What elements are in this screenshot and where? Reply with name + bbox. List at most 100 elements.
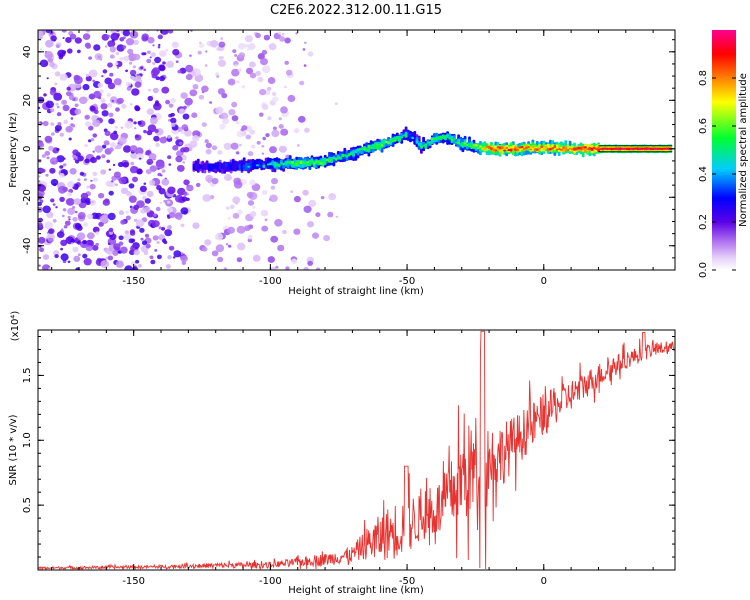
ridge-cell <box>586 148 589 151</box>
noise-speckle <box>152 87 159 94</box>
ridge-cell <box>640 147 644 150</box>
noise-speckle <box>146 58 152 64</box>
noise-speckle <box>72 124 76 128</box>
ridge-cell <box>352 153 355 157</box>
noise-speckle <box>85 75 92 82</box>
noise-speckle <box>108 227 114 232</box>
noise-speckle <box>217 256 224 263</box>
noise-speckle <box>195 182 201 188</box>
ridge-cell <box>525 146 528 149</box>
noise-speckle <box>223 142 232 150</box>
noise-speckle <box>38 264 41 267</box>
noise-speckle <box>39 48 43 51</box>
noise-speckle <box>116 97 124 104</box>
noise-speckle <box>143 129 147 134</box>
ridge-cell <box>490 147 493 150</box>
noise-speckle <box>114 183 118 187</box>
noise-speckle <box>236 242 246 251</box>
noise-speckle <box>261 189 268 196</box>
ridge-cell <box>378 145 382 148</box>
noise-speckle <box>261 152 265 155</box>
noise-speckle <box>50 122 55 126</box>
noise-speckle <box>199 43 205 48</box>
noise-speckle <box>120 187 129 194</box>
ridge-cell <box>468 143 471 147</box>
noise-speckle <box>312 232 319 239</box>
ridge-cell <box>621 147 624 150</box>
noise-speckle <box>46 211 54 219</box>
ridge-cell <box>492 148 495 152</box>
ridge-cell <box>308 162 312 167</box>
ridge-cell <box>645 147 649 150</box>
noise-speckle <box>140 237 144 241</box>
ridge-cell <box>592 146 596 149</box>
ridge-cell <box>549 147 552 151</box>
noise-speckle <box>194 74 204 83</box>
noise-speckle <box>87 213 94 220</box>
ridge-cell <box>216 163 220 170</box>
noise-speckle <box>107 82 116 90</box>
noise-speckle <box>228 109 236 116</box>
ridge-cell <box>433 137 436 140</box>
noise-speckle <box>62 163 67 167</box>
noise-speckle <box>182 113 190 120</box>
noise-speckle <box>146 158 154 165</box>
noise-speckle <box>133 53 141 61</box>
noise-speckle <box>102 69 108 74</box>
noise-speckle <box>112 250 119 256</box>
ridge-cell <box>496 147 500 151</box>
noise-speckle <box>177 216 181 221</box>
noise-speckle <box>92 133 98 138</box>
noise-speckle <box>55 206 58 209</box>
noise-speckle <box>54 254 59 259</box>
noise-speckle <box>85 200 91 206</box>
noise-speckle <box>77 212 86 220</box>
noise-speckle <box>118 210 125 216</box>
noise-speckle <box>173 250 182 258</box>
noise-speckle <box>323 235 330 242</box>
noise-speckle <box>108 147 114 152</box>
ridge-cell <box>229 164 233 171</box>
noise-speckle <box>246 191 254 198</box>
ridge-cell <box>505 146 509 149</box>
noise-speckle <box>133 249 140 256</box>
noise-speckle <box>155 76 160 81</box>
ridge-cell <box>376 144 380 150</box>
ridge-cell <box>328 159 331 163</box>
noise-speckle <box>68 137 72 141</box>
noise-speckle <box>50 35 57 42</box>
noise-speckle <box>155 206 161 212</box>
ridge-cell <box>288 161 292 165</box>
noise-speckle <box>154 56 162 64</box>
ridge-cell <box>420 145 423 149</box>
ridge-cell <box>358 147 362 151</box>
noise-speckle <box>334 102 338 105</box>
ridge-cell <box>398 137 401 141</box>
ridge-cell <box>584 146 587 149</box>
noise-speckle <box>110 46 115 50</box>
noise-speckle <box>132 76 138 82</box>
ridge-cell <box>321 158 325 163</box>
noise-speckle <box>69 33 77 40</box>
ridge-cell <box>595 147 598 151</box>
noise-speckle <box>160 201 163 204</box>
ridge-cell <box>560 148 563 151</box>
ridge-cell <box>452 138 456 141</box>
noise-speckle <box>123 145 132 153</box>
noise-speckle <box>56 147 60 151</box>
noise-speckle <box>130 161 135 166</box>
noise-speckle <box>45 100 54 109</box>
ridge-cell <box>356 148 360 152</box>
noise-speckle <box>255 70 261 76</box>
noise-speckle <box>83 222 88 227</box>
noise-speckle <box>170 98 176 104</box>
ridge-cell <box>446 134 449 137</box>
ridge-cell <box>455 141 458 144</box>
ridge-cell <box>557 147 561 151</box>
snr-x-tick-label: -150 <box>122 576 145 587</box>
noise-speckle <box>133 204 140 210</box>
noise-speckle <box>92 79 96 83</box>
ridge-cell <box>500 146 504 150</box>
ridge-cell <box>264 162 268 167</box>
ridge-cell <box>271 160 275 166</box>
